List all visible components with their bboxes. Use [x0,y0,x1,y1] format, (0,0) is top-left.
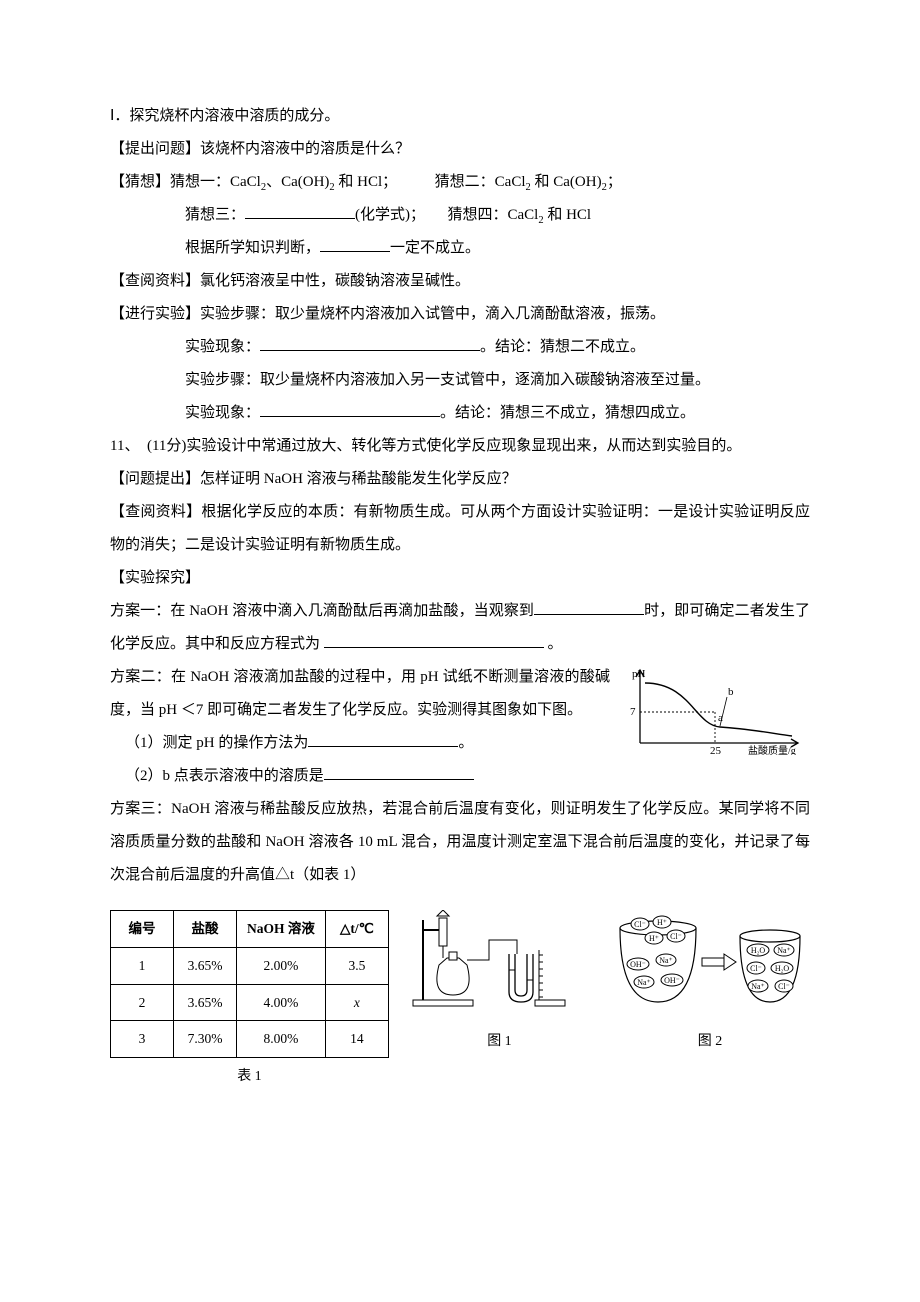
svg-text:H₂O: H₂O [751,946,766,955]
seg: （2）b 点表示溶液中的溶质是 [125,768,324,784]
line-step1: 【进行实验】实验步骤：取少量烧杯内溶液加入试管中，滴入几滴酚酞溶液，振荡。 [110,298,810,331]
td: 4.00% [237,984,326,1021]
td: 2.00% [237,947,326,984]
seg: 。 [458,735,473,751]
svg-text:OH⁻: OH⁻ [664,976,680,985]
line-guess-1-2: 【猜想】猜想一：CaCl2、Ca(OH)2 和 HCl； 猜想二：CaCl2 和… [110,166,810,199]
td: 14 [325,1021,388,1058]
th: 盐酸 [174,911,237,948]
tick25: 25 [710,745,722,755]
seg: 实验现象： [185,339,260,355]
th: △t/℃ [325,911,388,948]
td: 3 [111,1021,174,1058]
svg-text:Na⁺: Na⁺ [777,946,791,955]
fig1-block: 图 1 [409,910,589,1058]
line-obs2: 实验现象： 。结论：猜想三不成立，猜想四成立。 [110,397,810,430]
table1-caption: 表 1 [110,1062,389,1093]
svg-text:Cl⁻: Cl⁻ [670,932,682,941]
table-row: 2 3.65% 4.00% x [111,984,389,1021]
seg: 和 Ca(OH) [531,174,602,190]
line-step2: 实验步骤：取少量烧杯内溶液加入另一支试管中，逐滴加入碳酸钠溶液至过量。 [110,364,810,397]
seg: 一定不成立。 [390,240,480,256]
blank-plan1b[interactable] [324,632,544,648]
fig1-caption: 图 1 [409,1027,589,1058]
line-investigate: Ⅰ．探究烧杯内溶液中溶质的成分。 [110,100,810,133]
blank-plan1a[interactable] [534,599,644,615]
table1-block: 编号 盐酸 NaOH 溶液 △t/℃ 1 3.65% 2.00% 3.5 2 3… [110,910,389,1093]
svg-text:OH⁻: OH⁻ [630,960,646,969]
line-bpoint: （2）b 点表示溶液中的溶质是 [110,760,810,793]
line-lookup2: 【查阅资料】根据化学反应的本质：有新物质生成。可从两个方面设计实验证明：一是设计… [110,496,810,562]
blank-judge[interactable] [320,236,390,252]
seg: 。结论：猜想二不成立。 [480,339,645,355]
figure-row: 编号 盐酸 NaOH 溶液 △t/℃ 1 3.65% 2.00% 3.5 2 3… [110,910,810,1093]
blank-obs2[interactable] [260,401,440,417]
fig2-caption: 图 2 [610,1027,810,1058]
seg: (化学式)； 猜想四：CaCl [355,207,538,223]
svg-text:Cl⁻: Cl⁻ [750,964,762,973]
td: 1 [111,947,174,984]
blank-obs1[interactable] [260,335,480,351]
svg-text:Na⁺: Na⁺ [659,956,673,965]
th: 编号 [111,911,174,948]
svg-text:Na⁺: Na⁺ [637,978,651,987]
line-guess-3-4: 猜想三：(化学式)； 猜想四：CaCl2 和 HCl [110,199,810,232]
tick7: 7 [630,706,636,718]
ph-chart: pH 7 25 a b 盐酸质量/g [620,665,810,755]
line-judge: 根据所学知识判断， 一定不成立。 [110,232,810,265]
line-qpropose: 【问题提出】怎样证明 NaOH 溶液与稀盐酸能发生化学反应？ [110,463,810,496]
seg: 猜想三： [185,207,245,223]
pt-b: b [728,686,734,698]
table-row: 3 7.30% 8.00% 14 [111,1021,389,1058]
seg: 根据所学知识判断， [185,240,320,256]
seg: 和 HCl [544,207,592,223]
seg: 。 [544,636,563,652]
table1: 编号 盐酸 NaOH 溶液 △t/℃ 1 3.65% 2.00% 3.5 2 3… [110,910,389,1058]
seg: （1）测定 pH 的操作方法为 [125,735,308,751]
line-lookup: 【查阅资料】氯化钙溶液呈中性，碳酸钠溶液呈碱性。 [110,265,810,298]
seg: 【猜想】猜想一：CaCl [110,174,261,190]
seg: 实验现象： [185,405,260,421]
seg: 和 HCl； 猜想二：CaCl [335,174,526,190]
line-plan3: 方案三：NaOH 溶液与稀盐酸反应放热，若混合前后温度有变化，则证明发生了化学反… [110,793,810,892]
svg-text:H⁺: H⁺ [649,934,659,943]
line-plan1: 方案一：在 NaOH 溶液中滴入几滴酚酞后再滴加盐酸，当观察到时，即可确定二者发… [110,595,810,661]
td: x [325,984,388,1021]
td: 2 [111,984,174,1021]
svg-text:H₂O: H₂O [775,964,790,973]
blank-bpoint[interactable] [324,764,474,780]
svg-text:H⁺: H⁺ [657,918,667,927]
seg: ； [607,174,622,190]
td: 8.00% [237,1021,326,1058]
fig2-block: Cl⁻ H⁺ H⁺ Cl⁻ OH⁻ Na⁺ Na⁺ OH⁻ H₂O Na⁺ [610,910,810,1058]
blank-phmethod[interactable] [308,731,458,747]
svg-text:Na⁺: Na⁺ [751,982,765,991]
seg: 方案一：在 NaOH 溶液中滴入几滴酚酞后再滴加盐酸，当观察到 [110,603,534,619]
seg: 。结论：猜想三不成立，猜想四成立。 [440,405,695,421]
table-row: 编号 盐酸 NaOH 溶液 △t/℃ [111,911,389,948]
xlabel: 盐酸质量/g [748,744,796,755]
svg-text:Cl⁻: Cl⁻ [778,982,790,991]
line-obs1: 实验现象： 。结论：猜想二不成立。 [110,331,810,364]
td: 7.30% [174,1021,237,1058]
ion-diagram-svg: Cl⁻ H⁺ H⁺ Cl⁻ OH⁻ Na⁺ Na⁺ OH⁻ H₂O Na⁺ [610,910,810,1010]
line-q11: 11、 (11分)实验设计中常通过放大、转化等方式使化学反应现象显现出来，从而达… [110,430,810,463]
ylabel: pH [632,668,646,680]
seg: 、Ca(OH) [266,174,329,190]
table-row: 1 3.65% 2.00% 3.5 [111,947,389,984]
line-explore: 【实验探究】 [110,562,810,595]
line-question: 【提出问题】该烧杯内溶液中的溶质是什么？ [110,133,810,166]
td: 3.5 [325,947,388,984]
th: NaOH 溶液 [237,911,326,948]
blank-guess3[interactable] [245,203,355,219]
svg-text:Cl⁻: Cl⁻ [634,920,646,929]
apparatus-svg [409,910,589,1010]
td: 3.65% [174,947,237,984]
td: 3.65% [174,984,237,1021]
